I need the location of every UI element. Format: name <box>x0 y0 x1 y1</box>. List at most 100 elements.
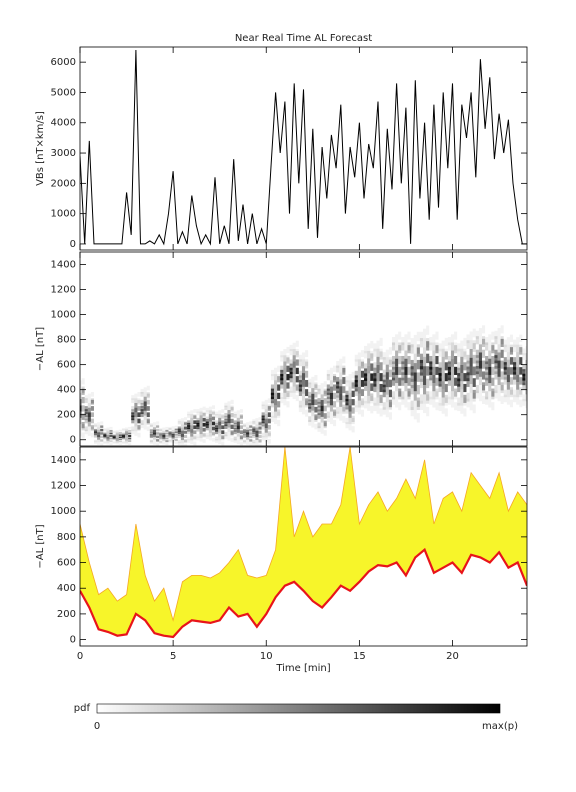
density-cell <box>295 359 299 366</box>
density-cell <box>193 441 197 446</box>
density-cell <box>233 411 237 416</box>
density-cell <box>121 433 126 436</box>
density-cell <box>401 361 405 370</box>
density-cell <box>438 343 442 352</box>
density-cell <box>286 374 290 381</box>
density-cell <box>413 381 417 392</box>
density-cell <box>183 444 188 446</box>
density-cell <box>522 348 526 356</box>
density-cell <box>187 420 191 425</box>
density-cell <box>404 358 408 367</box>
density-cell <box>326 392 330 400</box>
density-cell <box>305 350 309 358</box>
density-cell <box>314 406 318 413</box>
density-cell <box>326 401 330 408</box>
density-cell <box>152 437 157 440</box>
density-cell <box>426 338 430 348</box>
density-cell <box>121 429 126 432</box>
density-cell <box>529 365 532 372</box>
density-cell <box>146 418 150 424</box>
density-cell <box>106 438 110 441</box>
density-cell <box>280 369 284 377</box>
density-cell <box>360 398 365 406</box>
density-cell <box>444 348 448 357</box>
density-cell <box>301 366 306 374</box>
density-cell <box>416 344 420 354</box>
density-cell <box>513 389 517 398</box>
density-cell <box>388 399 392 408</box>
density-cell <box>429 391 433 400</box>
density-cell <box>227 431 231 437</box>
density-cell <box>364 373 368 381</box>
density-cell <box>242 428 247 432</box>
density-cell <box>106 440 110 443</box>
density-cell <box>435 331 439 340</box>
density-cell <box>177 442 181 446</box>
panel: −AL [nT] 0 200 400 600 800 1000 1200 1400 <box>35 251 532 447</box>
density-cell <box>429 372 433 381</box>
y-tick-label: 6000 <box>51 57 76 68</box>
density-cell <box>348 380 352 387</box>
density-cell <box>103 435 107 437</box>
density-cell <box>311 421 315 428</box>
density-cell <box>404 342 408 351</box>
density-cell <box>485 391 489 400</box>
density-cell <box>218 417 222 422</box>
density-cell <box>258 439 262 443</box>
density-cell <box>447 361 451 370</box>
density-cell <box>137 392 141 397</box>
density-cell <box>503 367 507 375</box>
density-cell <box>90 424 94 430</box>
density-cell <box>463 394 467 403</box>
density-cell <box>481 384 486 394</box>
density-cell <box>125 433 129 436</box>
density-cell <box>332 384 337 391</box>
density-cell <box>264 409 268 414</box>
density-cell <box>174 431 178 434</box>
density-cell <box>295 376 299 383</box>
density-cell <box>500 384 504 394</box>
density-cell <box>395 391 399 400</box>
density-cell <box>159 433 163 436</box>
density-cell <box>332 374 337 381</box>
density-cell <box>308 399 312 406</box>
density-cell <box>224 421 228 427</box>
plot-frame <box>79 46 528 251</box>
density-cell <box>360 370 365 378</box>
density-cell <box>196 420 200 425</box>
density-cell <box>190 432 194 437</box>
density-cell <box>332 392 337 400</box>
density-cell <box>180 424 184 428</box>
density-cell <box>112 436 116 439</box>
density-cell <box>454 388 458 397</box>
density-cell <box>106 435 110 437</box>
density-cell <box>432 358 436 367</box>
density-cell <box>398 331 402 340</box>
density-cell <box>267 398 271 403</box>
density-cell <box>382 389 386 398</box>
density-cell <box>125 440 129 443</box>
density-cell <box>103 441 107 444</box>
density-cell <box>342 416 346 423</box>
density-cell <box>463 408 467 417</box>
density-cell <box>364 395 368 404</box>
density-cell <box>360 409 365 417</box>
density-cell <box>246 422 250 425</box>
density-cell <box>460 397 464 406</box>
density-cell <box>252 430 256 434</box>
density-cell <box>277 411 281 418</box>
density-cell <box>286 346 290 354</box>
density-cell <box>357 359 361 367</box>
density-cell <box>407 342 411 351</box>
density-cell <box>398 391 402 400</box>
density-cell <box>469 340 473 349</box>
density-cell <box>131 395 135 400</box>
density-cell <box>283 380 287 387</box>
density-cell <box>174 433 178 436</box>
density-cell <box>270 369 275 377</box>
density-cell <box>227 414 231 419</box>
density-cell <box>429 342 433 351</box>
density-cell <box>81 413 85 420</box>
density-cell <box>177 419 181 423</box>
density-cell <box>283 349 287 356</box>
